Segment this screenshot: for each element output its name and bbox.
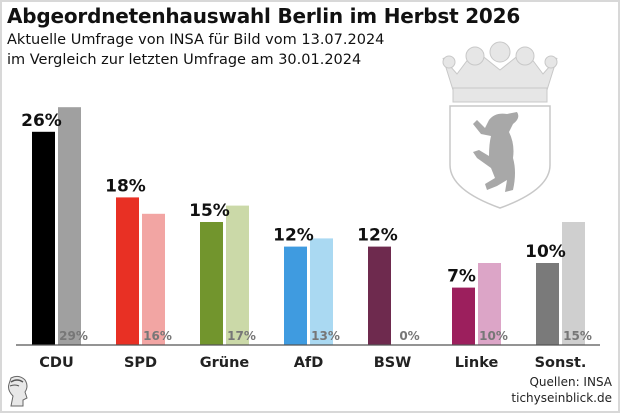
data-label-current: 12% (273, 226, 314, 246)
x-tick-label: Linke (455, 355, 499, 371)
bar-current-afd (284, 246, 307, 345)
data-label-previous: 17% (227, 329, 256, 343)
bar-current-sonst (536, 263, 559, 345)
bar-current-bsw (368, 246, 391, 345)
source-note: Quellen: INSA (529, 375, 612, 389)
data-label-previous: 0% (399, 329, 419, 343)
data-label-previous: 16% (143, 329, 172, 343)
chart-subtitle-current: Aktuelle Umfrage von INSA für Bild vom 1… (7, 32, 385, 48)
bar-previous-cdu (58, 107, 81, 345)
x-tick-label: CDU (39, 355, 73, 371)
bar-previous-afd (310, 238, 333, 345)
bar-previous-linke (478, 263, 501, 345)
bar-current-grne (200, 222, 223, 345)
x-tick-label: SPD (124, 355, 157, 371)
data-label-previous: 29% (59, 329, 88, 343)
berlin-coat-of-arms-icon (442, 41, 558, 209)
data-label-previous: 10% (479, 329, 508, 343)
data-label-current: 12% (357, 226, 398, 246)
chart-subtitle-comparison: im Vergleich zur letzten Umfrage am 30.0… (7, 52, 362, 68)
bar-previous-spd (142, 213, 165, 345)
bar-current-spd (116, 197, 139, 345)
bar-previous-sonst (562, 222, 585, 345)
bar-current-cdu (32, 131, 55, 345)
x-tick-label: BSW (374, 355, 412, 371)
bar-previous-grne (226, 205, 249, 345)
bar-current-linke (452, 287, 475, 345)
x-tick-label: Grüne (200, 355, 250, 371)
data-label-current: 15% (189, 201, 230, 221)
x-tick-label: Sonst. (535, 355, 587, 371)
data-label-current: 18% (105, 176, 146, 196)
data-label-current: 26% (21, 111, 62, 131)
chart-title: Abgeordnetenhauswahl Berlin im Herbst 20… (7, 4, 521, 28)
data-label-previous: 15% (563, 329, 592, 343)
data-label-current: 7% (447, 267, 476, 287)
data-label-current: 10% (525, 242, 566, 262)
publisher-site-link[interactable]: tichyseinblick.de (511, 391, 612, 405)
publisher-logo-icon (8, 375, 28, 407)
data-label-previous: 13% (311, 329, 340, 343)
x-tick-label: AfD (294, 355, 324, 371)
